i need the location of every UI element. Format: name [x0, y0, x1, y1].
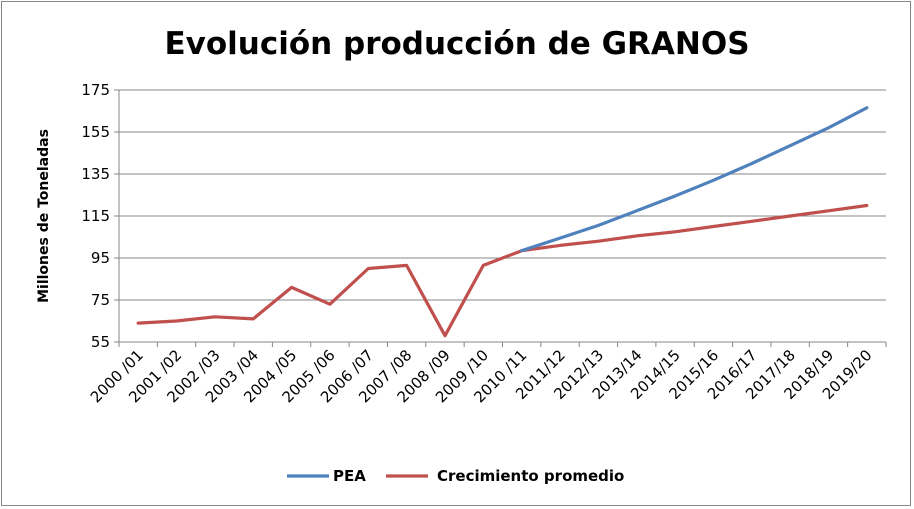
legend-label: Crecimiento promedio	[437, 467, 624, 485]
y-axis-label: Millones de Toneladas	[36, 129, 52, 303]
series-lines	[136, 106, 869, 338]
series-line-1	[136, 203, 869, 338]
axes	[114, 89, 887, 347]
chart-title: Evolución producción de GRANOS	[164, 26, 750, 62]
legend-label: PEA	[333, 467, 366, 485]
y-tick-label: 135	[81, 165, 110, 183]
y-tick-labels: 55 75 95 115 135 155 175	[81, 81, 110, 351]
y-tick-label: 75	[91, 291, 110, 309]
y-tick-label: 175	[81, 81, 110, 99]
y-tick-label: 155	[81, 123, 110, 141]
legend: PEA Crecimiento promedio	[287, 467, 624, 485]
series-line-0	[520, 106, 869, 253]
y-tick-label: 95	[91, 249, 110, 267]
grid	[119, 89, 886, 301]
y-tick-label: 55	[91, 333, 110, 351]
y-tick-label: 115	[81, 207, 110, 225]
